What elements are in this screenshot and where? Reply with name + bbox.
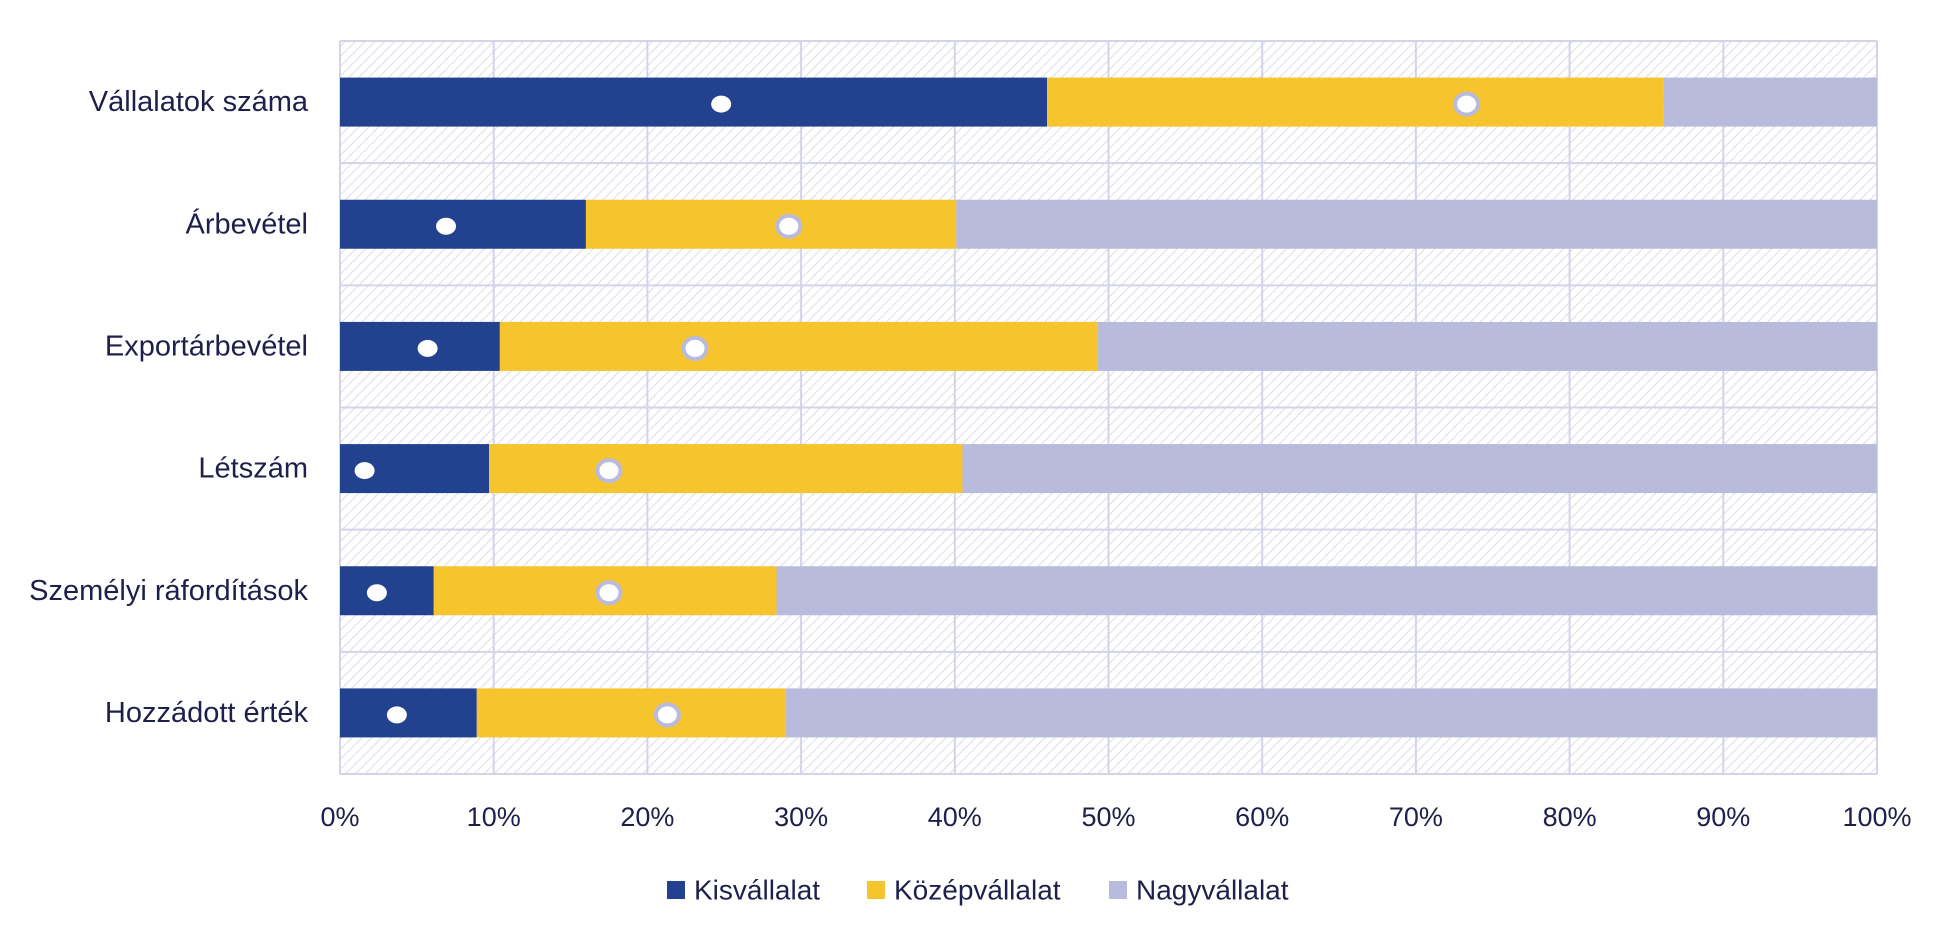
category-label-hozzadott-ertek: Hozzádott érték bbox=[105, 697, 309, 729]
bar-kisvallalat-szemelyi-raforditasok bbox=[340, 566, 434, 616]
marker-kozepvallalat-vallalatok-szama bbox=[1453, 91, 1481, 117]
x-tick-label: 80% bbox=[1543, 802, 1597, 832]
marker-kisvallalat-hozzadott-ertek bbox=[386, 706, 407, 724]
bar-kozepvallalat-hozzadott-ertek bbox=[476, 688, 786, 738]
marker-kozepvallalat-szemelyi-raforditasok bbox=[595, 580, 623, 606]
marker-kisvallalat-exportarbevetel bbox=[417, 339, 438, 357]
x-tick-label: 50% bbox=[1081, 802, 1135, 832]
x-tick-label: 10% bbox=[467, 802, 521, 832]
category-label-vallalatok-szama: Vállalatok száma bbox=[89, 86, 309, 118]
bar-nagyvallalat-hozzadott-ertek bbox=[785, 688, 1877, 738]
marker-kisvallalat-arbevetel bbox=[436, 217, 457, 235]
bar-nagyvallalat-szemelyi-raforditasok bbox=[776, 566, 1877, 616]
x-tick-label: 70% bbox=[1389, 802, 1443, 832]
category-labels: Vállalatok száma Árbevétel Exportárbevétel… bbox=[29, 86, 309, 729]
marker-kisvallalat-vallalatok-szama bbox=[711, 95, 732, 113]
bars bbox=[340, 77, 1877, 738]
bar-kisvallalat-hozzadott-ertek bbox=[340, 688, 477, 738]
marker-kozepvallalat-arbevetel bbox=[775, 213, 803, 239]
bar-nagyvallalat-arbevetel bbox=[956, 199, 1877, 249]
marker-kozepvallalat-hozzadott-ertek bbox=[653, 702, 681, 728]
markers bbox=[354, 91, 1481, 728]
category-label-szemelyi-raforditasok: Személyi ráfordítások bbox=[29, 575, 308, 607]
bar-kozepvallalat-arbevetel bbox=[585, 199, 957, 249]
x-tick-label: 100% bbox=[1842, 802, 1911, 832]
legend: Kisvállalat Középvállalat Nagyvállalat bbox=[667, 875, 1289, 906]
x-tick-label: 20% bbox=[620, 802, 674, 832]
marker-kisvallalat-szemelyi-raforditasok bbox=[366, 584, 387, 602]
category-label-arbevetel: Árbevétel bbox=[185, 207, 308, 240]
x-tick-label: 0% bbox=[320, 802, 359, 832]
bar-kozepvallalat-vallalatok-szama bbox=[1047, 77, 1664, 127]
x-tick-label: 90% bbox=[1696, 802, 1750, 832]
bar-kisvallalat-vallalatok-szama bbox=[340, 77, 1048, 127]
bar-nagyvallalat-vallalatok-szama bbox=[1663, 77, 1877, 127]
legend-label-nagyvallalat: Nagyvállalat bbox=[1136, 875, 1289, 906]
category-label-exportarbevetel: Exportárbevétel bbox=[105, 330, 308, 362]
legend-swatch-kozepvallalat bbox=[867, 881, 885, 899]
x-tick-label: 30% bbox=[774, 802, 828, 832]
marker-kozepvallalat-letszam bbox=[595, 458, 623, 484]
bar-nagyvallalat-letszam bbox=[962, 444, 1877, 494]
x-tick-label: 40% bbox=[928, 802, 982, 832]
marker-kozepvallalat-exportarbevetel bbox=[681, 335, 709, 361]
legend-label-kisvallalat: Kisvállalat bbox=[694, 875, 820, 906]
marker-kisvallalat-letszam bbox=[354, 462, 375, 480]
x-axis-tick-labels: 0% 10% 20% 30% 40% 50% 60% 70% 80% 90% 100% bbox=[320, 802, 1911, 832]
bar-kisvallalat-arbevetel bbox=[340, 199, 586, 249]
bar-nagyvallalat-exportarbevetel bbox=[1097, 321, 1877, 371]
legend-label-kozepvallalat: Középvállalat bbox=[894, 875, 1061, 906]
bar-kozepvallalat-letszam bbox=[489, 444, 963, 494]
category-label-letszam: Létszám bbox=[198, 453, 308, 485]
legend-swatch-nagyvallalat bbox=[1109, 881, 1127, 899]
legend-swatch-kisvallalat bbox=[667, 881, 685, 899]
x-tick-label: 60% bbox=[1235, 802, 1289, 832]
bar-kozepvallalat-exportarbevetel bbox=[499, 321, 1098, 371]
